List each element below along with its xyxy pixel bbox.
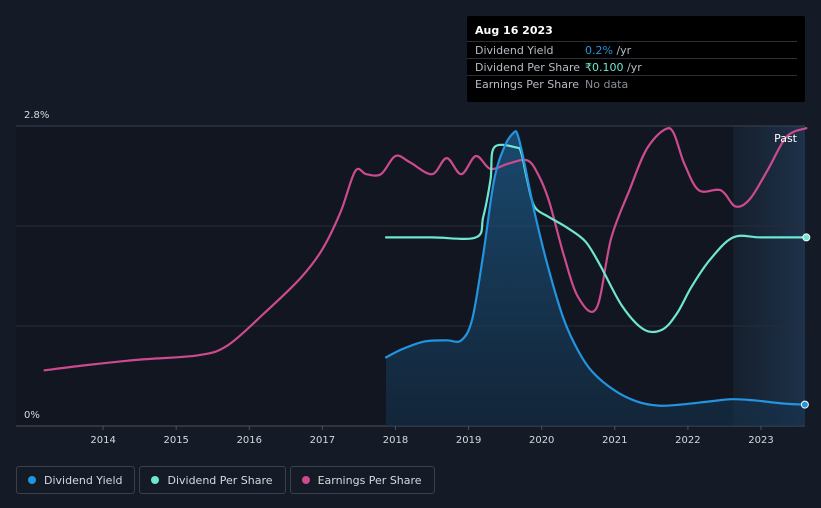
end-markers	[800, 233, 811, 409]
legend-label: Earnings Per Share	[317, 473, 422, 487]
past-label: Past	[774, 132, 798, 145]
x-tick-label: 2023	[748, 435, 773, 446]
tooltip-row-earnings-per-share: Earnings Per Share No data	[467, 75, 797, 93]
dividend-per-share-line	[384, 143, 808, 334]
dividend-yield-end-marker	[800, 400, 809, 409]
x-tick-label: 2017	[310, 435, 335, 446]
tooltip-value-text: No data	[585, 78, 629, 91]
legend-item-dividend-yield[interactable]: Dividend Yield	[16, 466, 136, 494]
tooltip-row-dividend-yield: Dividend Yield 0.2% /yr	[467, 41, 797, 59]
dividend-per-share-end-marker	[802, 233, 811, 242]
x-tick-label: 2015	[163, 435, 188, 446]
tooltip-value-text: ₹0.100	[585, 61, 624, 74]
legend-dot-icon	[151, 476, 160, 484]
x-axis: 2014 2015 2016 2017 2018 2019 2020 2021 2022 2023	[90, 426, 774, 446]
hover-tooltip: Aug 16 2023 Dividend Yield 0.2% /yr Divi…	[467, 16, 805, 102]
x-tick-label: 2019	[456, 435, 481, 446]
earnings-per-share-line	[43, 126, 808, 372]
x-tick-label: 2018	[383, 435, 408, 446]
legend-dot-icon	[301, 476, 310, 484]
tooltip-unit: /yr	[616, 44, 632, 57]
legend-dot-icon	[28, 476, 36, 484]
legend-label: Dividend Per Share	[167, 473, 273, 487]
tooltip-value: 0.2% /yr	[585, 44, 631, 57]
tooltip-label: Dividend Per Share	[475, 61, 581, 74]
x-tick-label: 2016	[237, 435, 262, 446]
past-region-band	[733, 126, 805, 426]
legend-item-dividend-per-share[interactable]: Dividend Per Share	[139, 466, 286, 494]
x-tick-label: 2014	[90, 435, 115, 446]
tooltip-label: Dividend Yield	[475, 44, 554, 57]
dividend-yield-line	[384, 130, 806, 407]
tooltip-value-text: 0.2%	[585, 44, 613, 57]
legend-item-earnings-per-share[interactable]: Earnings Per Share	[289, 466, 435, 494]
x-tick-label: 2021	[602, 435, 627, 446]
tooltip-date: Aug 16 2023	[475, 24, 553, 37]
y-tick-label-top: 2.8%	[24, 110, 49, 121]
series-lines	[43, 126, 808, 407]
y-tick-label-bottom: 0%	[24, 410, 40, 421]
tooltip-value: ₹0.100 /yr	[585, 61, 642, 74]
tooltip-label: Earnings Per Share	[475, 78, 580, 91]
x-tick-label: 2022	[675, 435, 700, 446]
tooltip-unit: /yr	[627, 61, 642, 74]
legend-label: Dividend Yield	[44, 473, 123, 487]
tooltip-value: No data	[585, 78, 628, 91]
chart-legend: Dividend Yield Dividend Per Share Earnin…	[16, 466, 435, 494]
x-tick-label: 2020	[529, 435, 554, 446]
tooltip-row-dividend-per-share: Dividend Per Share ₹0.100 /yr	[467, 58, 797, 76]
